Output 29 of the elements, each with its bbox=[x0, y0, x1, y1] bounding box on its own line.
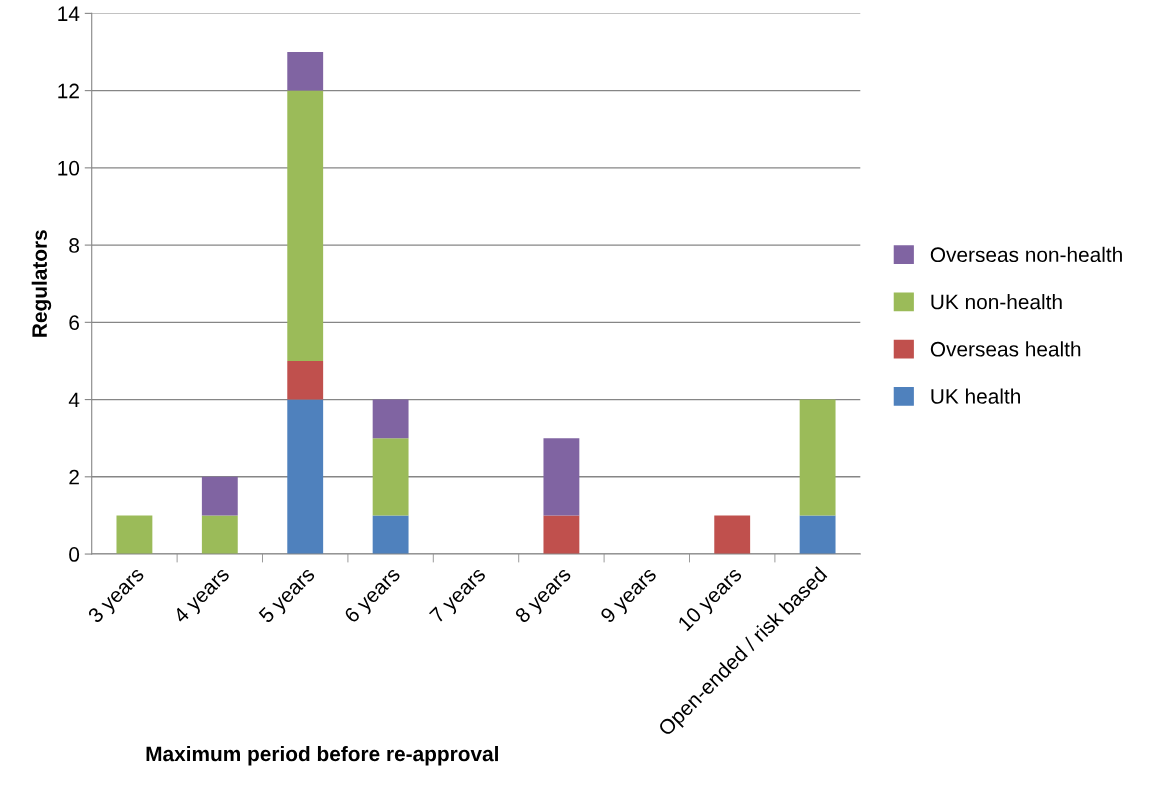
bar bbox=[287, 52, 324, 91]
bar bbox=[372, 438, 409, 516]
bar bbox=[287, 399, 324, 555]
y-axis-title: Regulators bbox=[31, 230, 52, 337]
bar bbox=[116, 515, 153, 555]
y-tick-label: 6 bbox=[69, 315, 79, 331]
x-axis-title: Maximum period before re-approval bbox=[146, 745, 498, 766]
y-tick-label: 8 bbox=[69, 238, 80, 253]
legend-label: UK health bbox=[931, 388, 1020, 404]
bar bbox=[372, 399, 409, 439]
y-tick-label: 2 bbox=[69, 469, 79, 485]
y-tick-label: 14 bbox=[58, 6, 80, 21]
y-tick-label: 0 bbox=[69, 547, 80, 562]
y-tick-label: 12 bbox=[58, 83, 79, 99]
bar bbox=[543, 515, 580, 555]
bar bbox=[799, 399, 836, 516]
bar bbox=[799, 515, 836, 555]
legend-label: UK non-health bbox=[931, 294, 1062, 310]
bar bbox=[287, 90, 324, 361]
y-tick-label: 10 bbox=[58, 160, 80, 176]
legend-label: Overseas health bbox=[930, 341, 1081, 357]
bar bbox=[201, 476, 238, 516]
y-tick-label: 4 bbox=[68, 392, 80, 408]
legend-label: Overseas non-health bbox=[930, 246, 1122, 263]
bar bbox=[714, 515, 751, 555]
bar bbox=[543, 438, 580, 516]
bar bbox=[201, 515, 238, 555]
bar bbox=[287, 360, 324, 400]
bar bbox=[372, 515, 409, 555]
